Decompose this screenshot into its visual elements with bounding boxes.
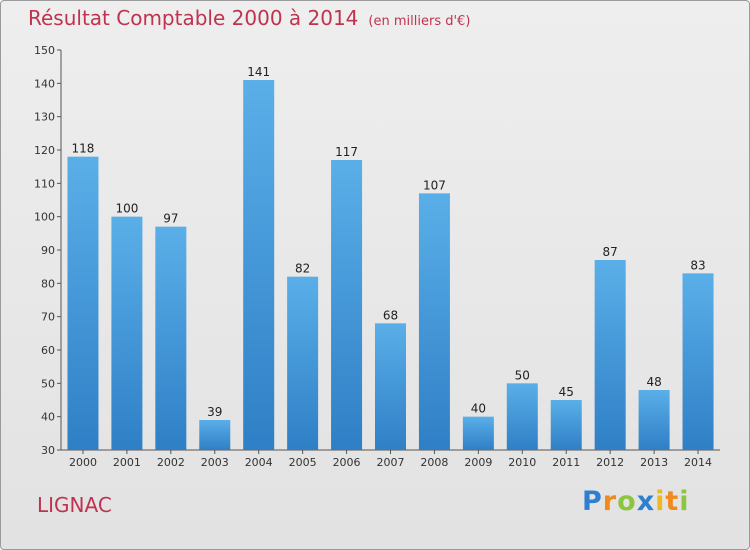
logo-letter: r xyxy=(602,486,618,517)
x-tick-label-2011: 2011 xyxy=(552,456,580,469)
value-label-2004: 141 xyxy=(247,65,270,79)
value-label-2005: 82 xyxy=(295,262,310,276)
value-label-2014: 83 xyxy=(690,258,705,272)
y-tick-label: 80 xyxy=(41,277,55,290)
x-tick-label-2012: 2012 xyxy=(596,456,624,469)
value-label-2001: 100 xyxy=(115,202,138,216)
x-tick-label-2009: 2009 xyxy=(464,456,492,469)
value-label-2008: 107 xyxy=(423,178,446,192)
bar-2011 xyxy=(550,400,582,450)
value-labels: 118 100 97 39 141 82 117 68 107 40 50 45 87 48 83 xyxy=(72,65,706,419)
bar-2004 xyxy=(243,80,275,450)
x-tick-label-2013: 2013 xyxy=(640,456,668,469)
logo-letter: x xyxy=(636,486,656,517)
bar-2009 xyxy=(462,416,494,450)
x-tick-label-2001: 2001 xyxy=(113,456,141,469)
x-tick-label-2014: 2014 xyxy=(684,456,712,469)
bar-2000 xyxy=(67,156,99,450)
bar-2012 xyxy=(594,260,626,450)
bar-2002 xyxy=(155,226,187,450)
proxiti-logo: Proxiti xyxy=(582,486,690,517)
value-label-2011: 45 xyxy=(559,385,574,399)
unit-label: (en milliers d'€) xyxy=(368,14,471,29)
y-tick-label: 120 xyxy=(34,144,55,157)
commune-name: LIGNAC xyxy=(37,493,112,517)
x-tick-label-2010: 2010 xyxy=(508,456,536,469)
value-label-2003: 39 xyxy=(207,405,222,419)
bar-2007 xyxy=(375,323,406,450)
y-tick-label: 50 xyxy=(41,377,55,390)
chart-title: Résultat Comptable 2000 à 2014 (en millie… xyxy=(28,6,470,30)
y-tick-label: 130 xyxy=(34,111,55,124)
value-label-2007: 68 xyxy=(383,308,398,322)
y-tick-label: 140 xyxy=(34,77,55,90)
value-label-2012: 87 xyxy=(603,245,618,259)
x-tick-label-2002: 2002 xyxy=(157,456,185,469)
x-tick-label-2008: 2008 xyxy=(420,456,448,469)
y-tick-label: 90 xyxy=(41,244,55,257)
bar-2005 xyxy=(287,276,319,450)
value-label-2000: 118 xyxy=(72,142,95,156)
value-label-2009: 40 xyxy=(471,402,486,416)
logo-letter: P xyxy=(582,486,603,517)
bar-2014 xyxy=(682,273,714,450)
bar-2006 xyxy=(331,160,363,450)
y-tick-label: 100 xyxy=(34,211,55,224)
y-tick-label: 60 xyxy=(41,344,55,357)
x-tick-label-2000: 2000 xyxy=(69,456,97,469)
logo-letter: i xyxy=(679,486,690,517)
bar-2008 xyxy=(418,193,450,451)
bar-2001 xyxy=(111,216,143,450)
bar-2013 xyxy=(638,390,670,450)
value-label-2006: 117 xyxy=(335,145,358,159)
y-tick-label: 40 xyxy=(41,411,55,424)
bar-2010 xyxy=(506,383,538,450)
bar-2003 xyxy=(199,420,231,450)
x-tick-label-2007: 2007 xyxy=(377,456,405,469)
y-tick-label: 70 xyxy=(41,311,55,324)
logo-letter: o xyxy=(617,486,637,517)
x-tick-label-2003: 2003 xyxy=(201,456,229,469)
title-text: Résultat Comptable 2000 à 2014 xyxy=(28,6,359,30)
value-label-2010: 50 xyxy=(515,368,530,382)
y-tick-label: 150 xyxy=(34,44,55,57)
y-tick-label: 30 xyxy=(41,444,55,457)
logo-letter: i xyxy=(655,486,666,517)
x-tick-label-2004: 2004 xyxy=(245,456,273,469)
y-tick-label: 110 xyxy=(34,177,55,190)
value-label-2002: 97 xyxy=(163,212,178,226)
logo-letter: t xyxy=(665,486,680,517)
x-tick-label-2006: 2006 xyxy=(333,456,361,469)
bars xyxy=(67,80,714,451)
value-label-2013: 48 xyxy=(646,375,661,389)
x-tick-label-2005: 2005 xyxy=(289,456,317,469)
